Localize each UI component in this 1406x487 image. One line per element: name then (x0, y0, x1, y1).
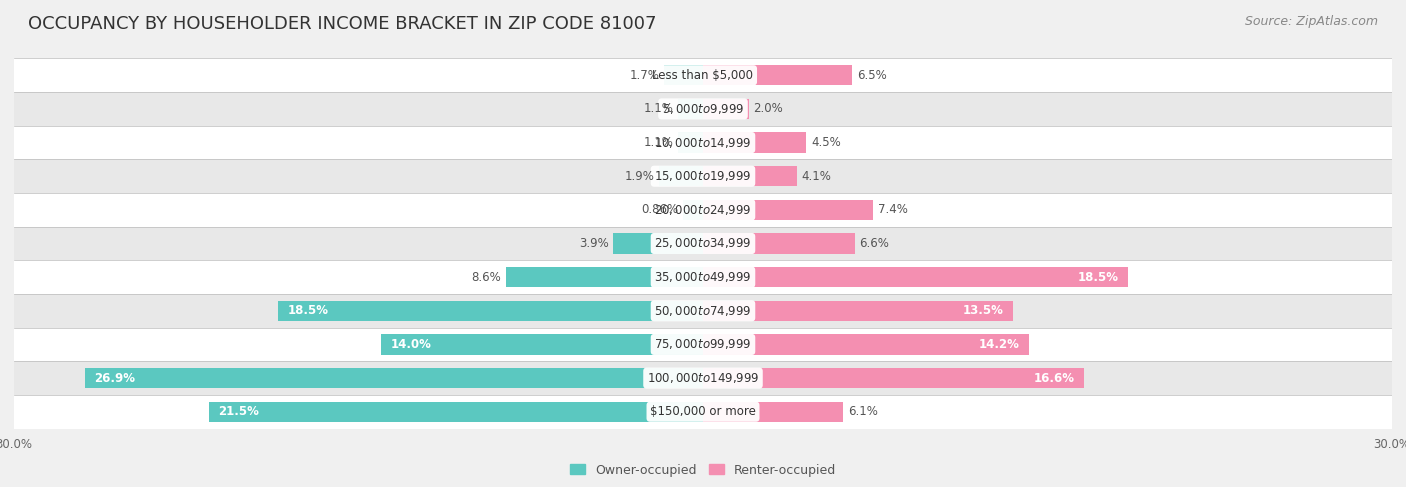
Bar (14, 361, 1392, 395)
Text: Source: ZipAtlas.com: Source: ZipAtlas.com (1244, 15, 1378, 28)
Bar (14, 58, 1392, 92)
Text: OCCUPANCY BY HOUSEHOLDER INCOME BRACKET IN ZIP CODE 81007: OCCUPANCY BY HOUSEHOLDER INCOME BRACKET … (28, 15, 657, 33)
Bar (664, 65, 703, 85)
Text: 3.9%: 3.9% (579, 237, 609, 250)
Text: $50,000 to $74,999: $50,000 to $74,999 (654, 304, 752, 318)
Text: 7.4%: 7.4% (877, 204, 907, 216)
Text: $25,000 to $34,999: $25,000 to $34,999 (654, 237, 752, 250)
Text: 26.9%: 26.9% (94, 372, 135, 385)
Text: 1.7%: 1.7% (630, 69, 659, 82)
Bar (14, 92, 1392, 126)
Text: 6.6%: 6.6% (859, 237, 889, 250)
Bar (381, 335, 703, 355)
Text: 6.1%: 6.1% (848, 405, 877, 418)
Bar (703, 166, 797, 187)
Text: 18.5%: 18.5% (287, 304, 329, 318)
Text: 1.9%: 1.9% (624, 169, 655, 183)
Bar (14, 261, 1392, 294)
Text: 2.0%: 2.0% (754, 102, 783, 115)
Text: 0.86%: 0.86% (641, 204, 679, 216)
Bar (506, 267, 703, 287)
Bar (14, 193, 1392, 226)
Bar (659, 166, 703, 187)
Text: $100,000 to $149,999: $100,000 to $149,999 (647, 371, 759, 385)
Bar (86, 368, 703, 388)
Text: $150,000 or more: $150,000 or more (650, 405, 756, 418)
Bar (278, 300, 703, 321)
Text: $5,000 to $9,999: $5,000 to $9,999 (662, 102, 744, 116)
Text: 14.2%: 14.2% (979, 338, 1019, 351)
Bar (14, 226, 1392, 261)
Bar (14, 159, 1392, 193)
Bar (14, 395, 1392, 429)
Bar (678, 132, 703, 152)
Bar (14, 294, 1392, 328)
Text: 4.1%: 4.1% (801, 169, 831, 183)
Text: 8.6%: 8.6% (471, 271, 501, 283)
Text: 14.0%: 14.0% (391, 338, 432, 351)
Bar (703, 335, 1029, 355)
Bar (703, 65, 852, 85)
Text: 18.5%: 18.5% (1077, 271, 1119, 283)
Bar (14, 126, 1392, 159)
Text: 1.1%: 1.1% (644, 136, 673, 149)
Bar (14, 328, 1392, 361)
Text: 4.5%: 4.5% (811, 136, 841, 149)
Legend: Owner-occupied, Renter-occupied: Owner-occupied, Renter-occupied (565, 459, 841, 482)
Bar (703, 233, 855, 254)
Bar (209, 402, 703, 422)
Bar (613, 233, 703, 254)
Text: $20,000 to $24,999: $20,000 to $24,999 (654, 203, 752, 217)
Text: $35,000 to $49,999: $35,000 to $49,999 (654, 270, 752, 284)
Text: Less than $5,000: Less than $5,000 (652, 69, 754, 82)
Bar (703, 267, 1128, 287)
Bar (703, 99, 749, 119)
Text: $10,000 to $14,999: $10,000 to $14,999 (654, 135, 752, 150)
Text: $75,000 to $99,999: $75,000 to $99,999 (654, 337, 752, 352)
Bar (703, 132, 807, 152)
Bar (678, 99, 703, 119)
Text: 1.1%: 1.1% (644, 102, 673, 115)
Text: 6.5%: 6.5% (856, 69, 887, 82)
Bar (703, 368, 1084, 388)
Bar (703, 300, 1012, 321)
Text: 13.5%: 13.5% (963, 304, 1004, 318)
Bar (703, 402, 844, 422)
Text: $15,000 to $19,999: $15,000 to $19,999 (654, 169, 752, 183)
Text: 16.6%: 16.6% (1033, 372, 1076, 385)
Text: 21.5%: 21.5% (218, 405, 259, 418)
Bar (683, 200, 703, 220)
Bar (703, 200, 873, 220)
